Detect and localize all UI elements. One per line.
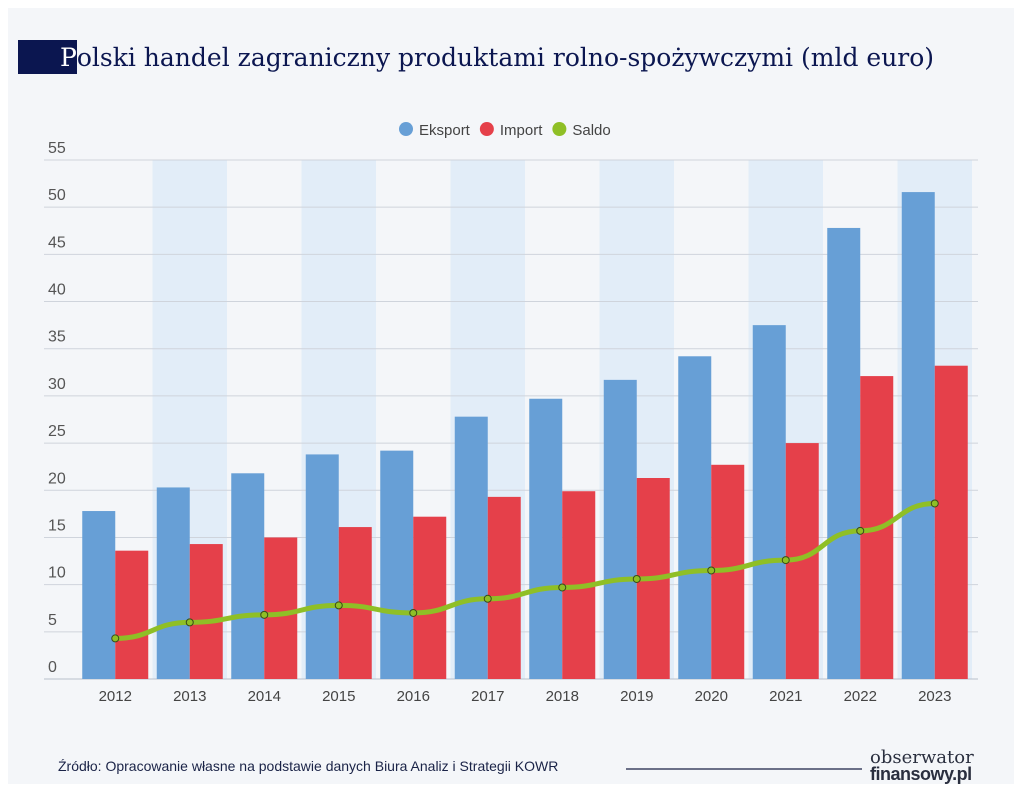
x-tick-label: 2014	[248, 688, 281, 705]
point-saldo-2012	[111, 634, 120, 643]
bar-import-2023	[934, 365, 968, 679]
point-saldo-2013	[185, 618, 194, 627]
point-saldo-2017	[483, 594, 492, 603]
legend-label-eksport: Eksport	[419, 122, 471, 139]
legend-marker-saldo	[552, 122, 567, 136]
x-tick-label: 2017	[471, 688, 504, 705]
legend-marker-eksport	[399, 122, 413, 136]
y-tick-label: 15	[48, 517, 66, 534]
x-tick-label: 2022	[844, 688, 877, 705]
bar-eksport-2014	[231, 473, 265, 679]
source-note: Źródło: Opracowanie własne na podstawie …	[58, 758, 559, 774]
bar-eksport-2022	[827, 227, 861, 679]
bar-eksport-2020	[678, 356, 712, 679]
bar-import-2017	[487, 496, 521, 679]
point-saldo-2022	[856, 526, 865, 535]
point-saldo-2018	[558, 583, 567, 592]
bar-import-2013	[189, 544, 223, 679]
y-tick-label: 50	[48, 187, 66, 204]
bar-eksport-2015	[305, 454, 339, 679]
x-tick-label: 2012	[99, 688, 132, 705]
logo-line1: obserwator	[870, 747, 974, 768]
y-tick-label: 20	[48, 470, 66, 487]
y-tick-label: 55	[48, 140, 66, 157]
x-tick-label: 2018	[546, 688, 579, 705]
bar-eksport-2013	[156, 487, 190, 679]
title-text: olski handel zagraniczny produktami roln…	[76, 43, 935, 72]
source-divider	[626, 768, 862, 770]
point-saldo-2020	[707, 566, 716, 575]
x-tick-label: 2019	[620, 688, 653, 705]
bar-eksport-2019	[603, 379, 637, 679]
point-saldo-2021	[781, 556, 790, 565]
logo-line2: finansowy.pl	[870, 764, 972, 784]
bar-eksport-2021	[752, 325, 786, 679]
legend-label-import: Import	[500, 122, 543, 139]
bar-eksport-2018	[529, 398, 563, 679]
legend-label-saldo: Saldo	[572, 122, 610, 139]
logo: obserwator finansowy.pl	[870, 747, 974, 784]
point-saldo-2023	[930, 499, 939, 508]
x-tick-label: 2020	[695, 688, 728, 705]
point-saldo-2019	[632, 574, 641, 583]
x-tick-label: 2016	[397, 688, 430, 705]
bar-import-2016	[413, 516, 447, 679]
bar-eksport-2023	[901, 192, 935, 680]
chart-page: Polski handel zagraniczny produktami rol…	[8, 8, 1014, 784]
bar-eksport-2012	[82, 511, 116, 679]
bar-import-2012	[115, 550, 149, 679]
title-initial: P	[18, 40, 77, 74]
point-saldo-2015	[334, 601, 343, 610]
line-saldo	[112, 500, 938, 641]
chart: 0 5 10 15 20 25 30 35 40 45 50 55 2012 2013 2014 2015 20…	[44, 122, 978, 705]
bar-import-2014	[264, 537, 298, 679]
y-tick-label: 30	[48, 376, 66, 393]
x-tick-label: 2023	[918, 688, 951, 705]
chart-title: Polski handel zagraniczny produktami rol…	[18, 40, 934, 76]
y-tick-label: 10	[48, 565, 66, 582]
y-tick-label: 25	[48, 423, 66, 440]
bar-eksport-2016	[380, 450, 414, 679]
y-tick-label: 5	[48, 612, 57, 629]
x-tick-label: 2013	[173, 688, 206, 705]
y-tick-label: 35	[48, 329, 66, 346]
bar-eksport-2017	[454, 416, 488, 679]
point-saldo-2014	[260, 610, 269, 619]
legend-marker-import	[479, 122, 494, 136]
y-tick-label: 0	[48, 659, 57, 676]
x-tick-label: 2021	[769, 688, 802, 705]
y-tick-label: 45	[48, 234, 66, 251]
x-tick-label: 2015	[322, 688, 355, 705]
y-tick-label: 40	[48, 282, 66, 299]
point-saldo-2016	[409, 608, 418, 617]
